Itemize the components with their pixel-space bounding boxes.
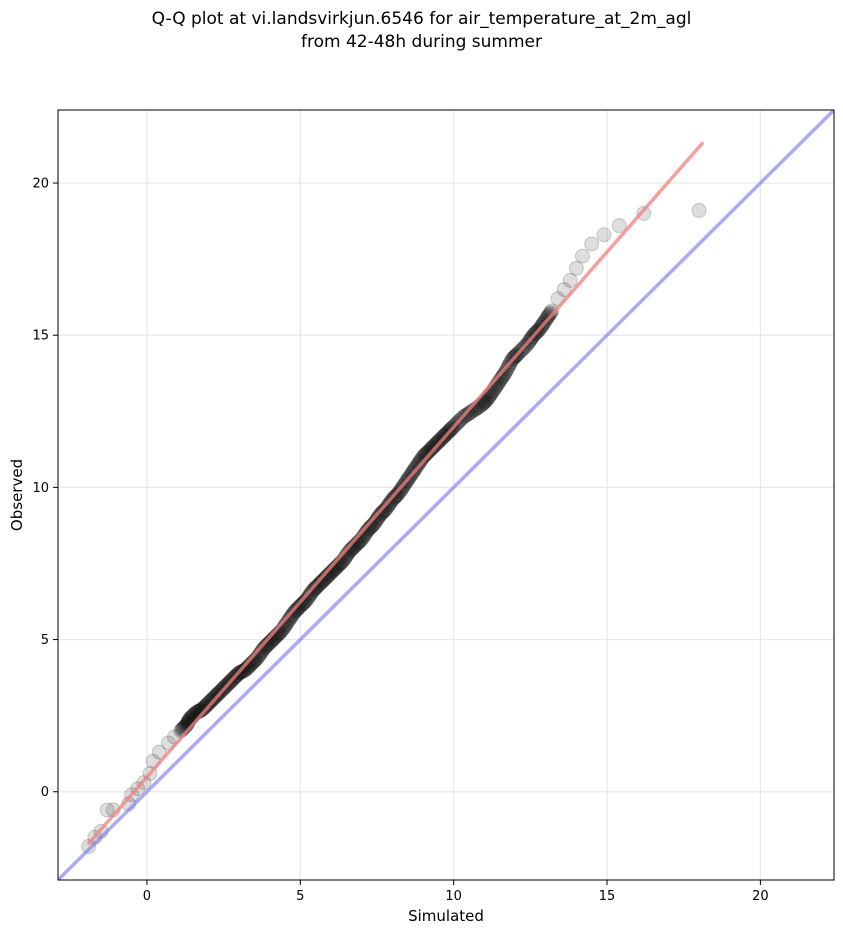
qq-point (313, 574, 329, 590)
qq-point (499, 361, 515, 377)
qq-point (636, 205, 652, 221)
y-tick-label: 20 (32, 177, 49, 192)
qq-point (425, 439, 441, 455)
qq-point (99, 802, 115, 818)
qq-point (427, 437, 443, 453)
x-tick-label: 15 (599, 889, 616, 904)
qq-point (375, 504, 391, 520)
qq-point (151, 744, 167, 760)
qq-point (574, 248, 590, 264)
qq-point (543, 305, 559, 321)
y-tick-label: 10 (32, 481, 49, 496)
qq-point (413, 453, 429, 469)
qq-point (235, 663, 251, 679)
qq-point (562, 272, 578, 288)
y-axis-label: Observed (8, 459, 26, 531)
qq-point (307, 580, 323, 596)
qq-point (286, 604, 302, 620)
qq-point (302, 587, 318, 603)
x-tick-label: 20 (752, 889, 769, 904)
qq-point (303, 585, 319, 601)
qq-point (460, 406, 476, 422)
chart-title: Q-Q plot at vi.landsvirkjun.6546 for air… (0, 8, 843, 54)
y-tick-label: 5 (41, 633, 49, 648)
qq-point (422, 442, 438, 458)
chart-title-line-1: Q-Q plot at vi.landsvirkjun.6546 for air… (151, 9, 692, 29)
qq-point (611, 218, 627, 234)
qq-point (200, 695, 216, 711)
qq-point (284, 608, 300, 624)
qq-point (372, 507, 388, 523)
qq-point (81, 839, 97, 855)
qq-point (421, 443, 437, 459)
qq-point (289, 602, 305, 618)
qq-point (292, 598, 308, 614)
qq-point (373, 506, 389, 522)
qq-point (479, 391, 495, 407)
qq-point (556, 282, 572, 298)
x-tick-label: 5 (296, 889, 304, 904)
qq-point (411, 454, 427, 470)
qq-point (312, 576, 328, 592)
y-tick-label: 0 (41, 785, 49, 800)
qq-point (410, 456, 426, 472)
x-tick-label: 0 (143, 889, 151, 904)
qq-point (308, 579, 324, 595)
qq-point (390, 485, 406, 501)
qq-point (420, 444, 436, 460)
qq-point (301, 588, 317, 604)
chart-title-line-2: from 42-48h during summer (301, 32, 542, 52)
fit-line (86, 141, 704, 846)
qq-point (195, 700, 211, 716)
qq-point (311, 577, 327, 593)
qq-point (568, 260, 584, 276)
qq-point (544, 303, 560, 319)
qq-point (424, 440, 440, 456)
qq-point (199, 697, 215, 713)
identity-line (58, 110, 834, 880)
qq-point (382, 495, 398, 511)
axis-ticks: 0 5 10 15 20 0 5 10 15 20 (32, 177, 768, 904)
qq-point (290, 601, 306, 617)
plot-frame (57, 109, 835, 881)
x-tick-label: 10 (445, 889, 462, 904)
grid (58, 110, 834, 880)
qq-point (291, 599, 307, 615)
qq-point (584, 236, 600, 252)
qq-point (309, 578, 325, 594)
x-axis-label: Simulated (408, 907, 484, 925)
qq-point (202, 694, 218, 710)
y-tick-label: 15 (32, 329, 49, 344)
qq-point (371, 509, 387, 525)
plot-area (58, 110, 834, 880)
qq-point (198, 698, 214, 714)
qq-point (426, 438, 442, 454)
qq-point (294, 597, 310, 613)
qq-point (236, 663, 252, 679)
qq-point (596, 227, 612, 243)
qq-point (379, 499, 395, 515)
qq-point (285, 606, 301, 622)
qq-point (691, 202, 707, 218)
qq-point (287, 603, 303, 619)
qq-point (381, 497, 397, 513)
qq-point (498, 364, 514, 380)
qq-point (197, 699, 213, 715)
qq-point (541, 307, 557, 323)
qq-point (389, 487, 405, 503)
